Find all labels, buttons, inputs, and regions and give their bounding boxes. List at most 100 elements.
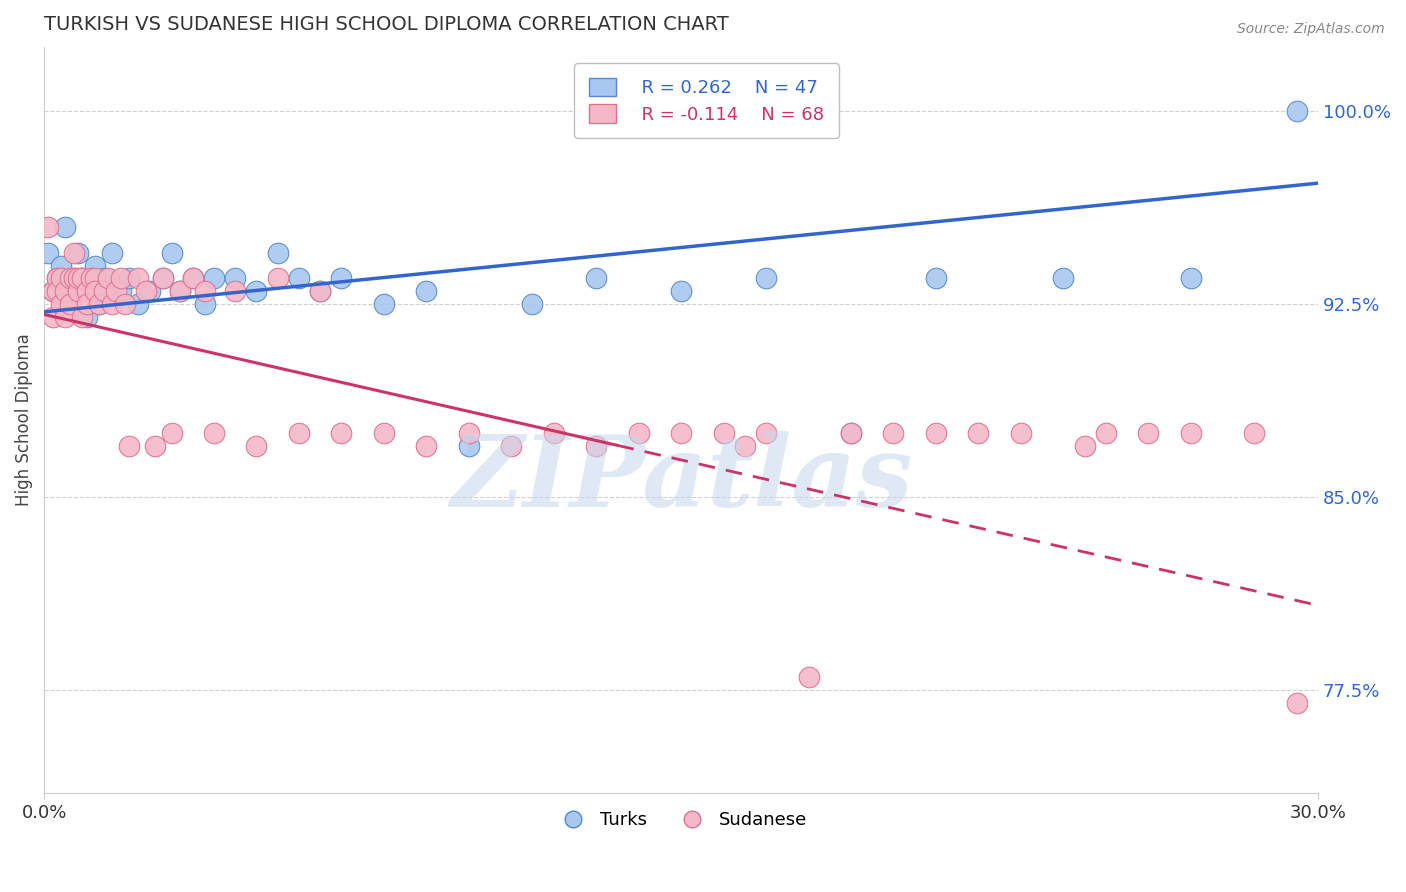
Sudanese — [309, 285, 332, 299]
Turks — [63, 271, 86, 285]
Sudanese — [1243, 425, 1265, 440]
Sudanese — [160, 425, 183, 440]
Sudanese — [41, 285, 63, 299]
Turks — [89, 297, 111, 311]
Text: Source: ZipAtlas.com: Source: ZipAtlas.com — [1237, 22, 1385, 37]
Turks — [49, 259, 72, 273]
Sudanese — [37, 219, 59, 234]
Turks — [80, 271, 103, 285]
Turks — [127, 297, 149, 311]
Sudanese — [76, 297, 98, 311]
Sudanese — [76, 285, 98, 299]
Sudanese — [110, 271, 132, 285]
Turks — [373, 297, 395, 311]
Sudanese — [63, 271, 86, 285]
Turks — [67, 245, 90, 260]
Turks — [194, 297, 217, 311]
Sudanese — [93, 285, 115, 299]
Sudanese — [967, 425, 990, 440]
Sudanese — [713, 425, 735, 440]
Turks — [202, 271, 225, 285]
Sudanese — [105, 285, 128, 299]
Turks — [839, 425, 862, 440]
Turks — [152, 271, 174, 285]
Sudanese — [1010, 425, 1032, 440]
Turks — [224, 271, 246, 285]
Sudanese — [194, 285, 217, 299]
Turks — [245, 285, 267, 299]
Turks — [76, 285, 98, 299]
Turks — [669, 285, 692, 299]
Turks — [72, 271, 94, 285]
Turks — [84, 259, 107, 273]
Turks — [53, 297, 76, 311]
Sudanese — [415, 439, 437, 453]
Sudanese — [67, 285, 90, 299]
Sudanese — [925, 425, 948, 440]
Turks — [118, 271, 141, 285]
Sudanese — [1073, 439, 1095, 453]
Sudanese — [169, 285, 191, 299]
Sudanese — [224, 285, 246, 299]
Sudanese — [84, 271, 107, 285]
Sudanese — [49, 297, 72, 311]
Turks — [925, 271, 948, 285]
Sudanese — [288, 425, 311, 440]
Sudanese — [143, 439, 166, 453]
Turks — [330, 271, 353, 285]
Sudanese — [627, 425, 650, 440]
Sudanese — [373, 425, 395, 440]
Turks — [1180, 271, 1202, 285]
Sudanese — [1094, 425, 1116, 440]
Sudanese — [58, 271, 80, 285]
Sudanese — [457, 425, 479, 440]
Sudanese — [330, 425, 353, 440]
Sudanese — [501, 439, 523, 453]
Turks — [585, 271, 607, 285]
Sudanese — [114, 297, 136, 311]
Turks — [76, 310, 98, 324]
Sudanese — [72, 271, 94, 285]
Turks — [101, 245, 124, 260]
Turks — [110, 285, 132, 299]
Sudanese — [734, 439, 756, 453]
Sudanese — [45, 285, 67, 299]
Sudanese — [53, 285, 76, 299]
Turks — [415, 285, 437, 299]
Sudanese — [1137, 425, 1160, 440]
Turks — [97, 285, 120, 299]
Turks — [139, 285, 162, 299]
Sudanese — [80, 271, 103, 285]
Turks — [266, 245, 288, 260]
Text: TURKISH VS SUDANESE HIGH SCHOOL DIPLOMA CORRELATION CHART: TURKISH VS SUDANESE HIGH SCHOOL DIPLOMA … — [44, 15, 728, 34]
Sudanese — [585, 439, 607, 453]
Sudanese — [97, 271, 120, 285]
Turks — [93, 271, 115, 285]
Sudanese — [882, 425, 904, 440]
Turks — [457, 439, 479, 453]
Sudanese — [72, 310, 94, 324]
Sudanese — [266, 271, 288, 285]
Sudanese — [543, 425, 565, 440]
Turks — [67, 285, 90, 299]
Turks — [53, 219, 76, 234]
Sudanese — [49, 271, 72, 285]
Text: ZIPatlas: ZIPatlas — [450, 432, 912, 528]
Sudanese — [245, 439, 267, 453]
Sudanese — [181, 271, 204, 285]
Sudanese — [45, 271, 67, 285]
Sudanese — [1180, 425, 1202, 440]
Sudanese — [67, 271, 90, 285]
Turks — [288, 271, 311, 285]
Sudanese — [135, 285, 157, 299]
Turks — [37, 245, 59, 260]
Turks — [160, 245, 183, 260]
Sudanese — [84, 285, 107, 299]
Turks — [1285, 103, 1308, 118]
Sudanese — [202, 425, 225, 440]
Sudanese — [53, 310, 76, 324]
Sudanese — [58, 297, 80, 311]
Turks — [1052, 271, 1074, 285]
Sudanese — [669, 425, 692, 440]
Sudanese — [63, 245, 86, 260]
